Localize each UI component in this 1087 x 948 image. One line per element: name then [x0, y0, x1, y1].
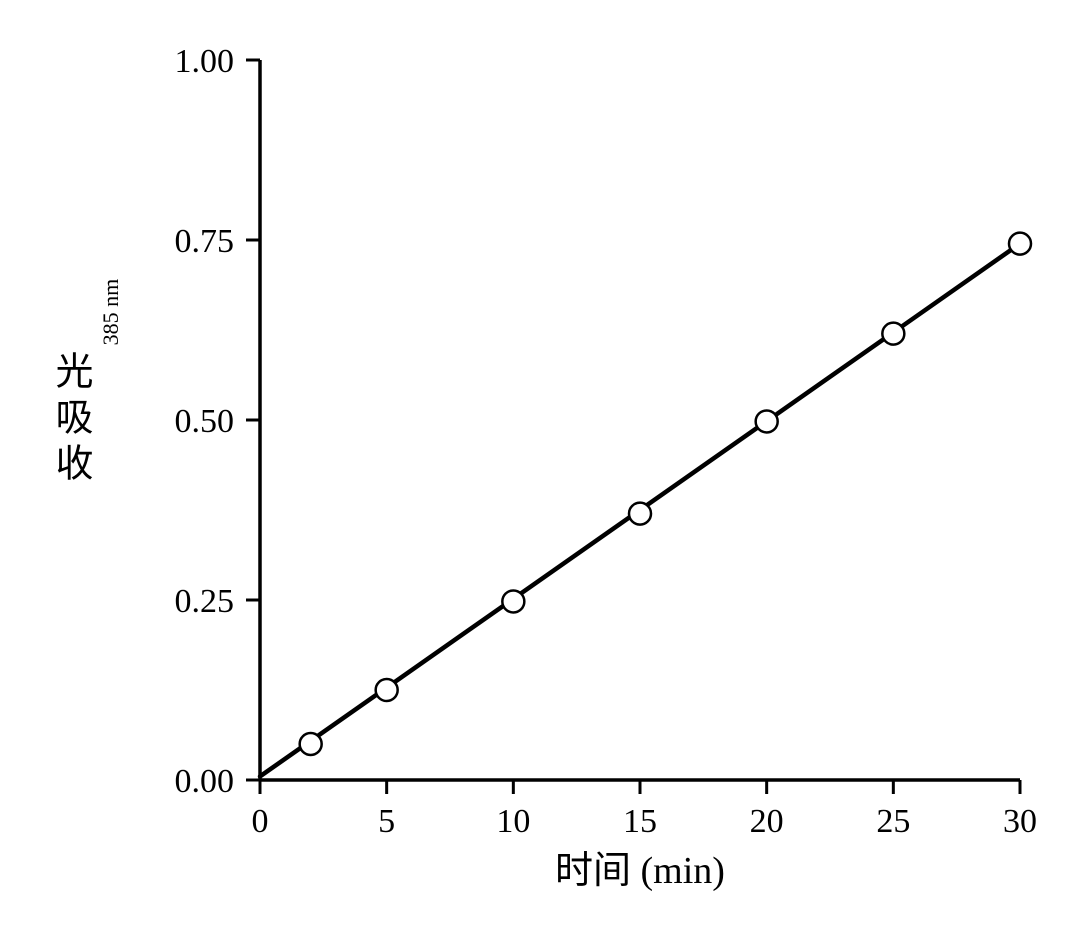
x-tick-label: 30 [1003, 803, 1037, 840]
data-marker [300, 733, 322, 755]
x-tick-label: 20 [750, 803, 784, 840]
x-tick-label: 15 [623, 803, 657, 840]
y-tick-label: 1.00 [175, 43, 235, 80]
x-tick-label: 5 [378, 803, 395, 840]
data-marker [376, 679, 398, 701]
data-marker [629, 503, 651, 525]
x-tick-label: 25 [876, 803, 910, 840]
data-marker [502, 590, 524, 612]
y-tick-label: 0.75 [175, 223, 235, 260]
y-tick-label: 0.00 [175, 763, 235, 800]
y-axis-label: 光吸收 [49, 351, 92, 489]
x-tick-label: 10 [496, 803, 530, 840]
data-marker [756, 410, 778, 432]
x-axis-label: 时间 (min) [555, 850, 725, 892]
y-tick-label: 0.25 [175, 583, 235, 620]
y-axis-subscript: 385 nm [98, 279, 123, 346]
line-chart: 0.00 0.25 0.50 0.75 1.00 0 5 10 15 20 25 30 时间 (min)… [0, 0, 1087, 943]
data-marker [882, 323, 904, 345]
chart-container: 0.00 0.25 0.50 0.75 1.00 0 5 10 15 20 25 30 时间 (min)… [0, 0, 1087, 948]
data-marker [1009, 233, 1031, 255]
y-tick-label: 0.50 [175, 403, 235, 440]
x-tick-label: 0 [252, 803, 269, 840]
